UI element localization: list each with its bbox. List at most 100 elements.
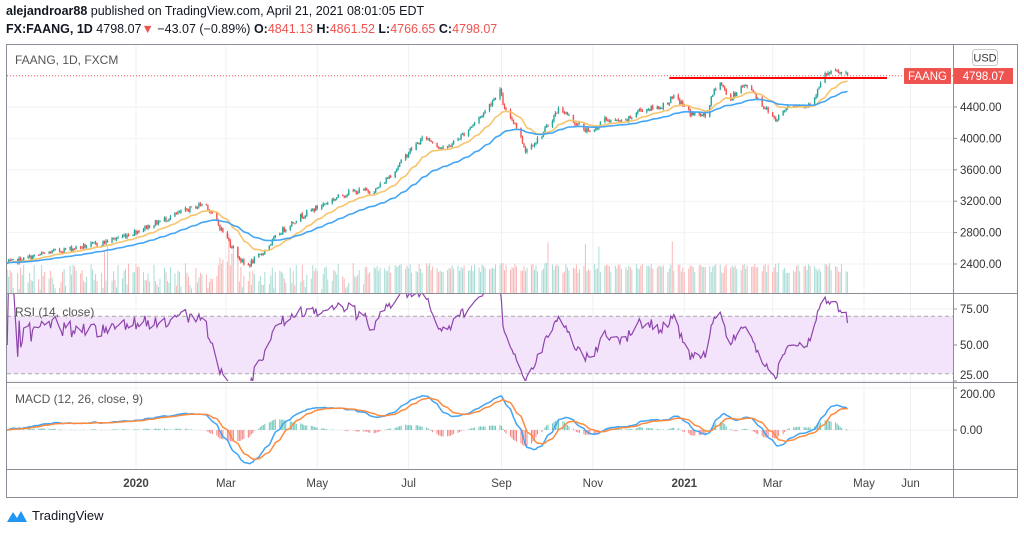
candle-body — [610, 120, 612, 122]
candle-body — [295, 221, 297, 224]
candle-body — [437, 146, 440, 149]
candle-body — [625, 119, 627, 121]
volume-bar — [551, 264, 553, 293]
volume-bar — [808, 264, 810, 293]
candle-body — [94, 242, 97, 244]
candle-body — [264, 249, 266, 254]
macd-legend[interactable]: MACD (12, 26, close, 9) — [15, 392, 143, 406]
volume-bar — [799, 271, 801, 293]
candle-body — [505, 108, 507, 110]
volume-bar — [595, 269, 597, 293]
price-axis[interactable]: 4400.00 4000.00 3600.00 3200.00 2800.00 2400.… — [953, 102, 1002, 437]
volume-bar — [616, 268, 618, 293]
volume-bar — [122, 278, 124, 293]
candle-body — [85, 246, 88, 248]
candle-body — [724, 87, 726, 90]
volume-bar — [262, 285, 264, 293]
candle-body — [649, 109, 651, 111]
price-tick-label: 75.00 — [960, 304, 989, 316]
volume-bar — [530, 264, 532, 293]
volume-bar — [83, 280, 85, 293]
candle-body — [63, 248, 65, 253]
price-tick-label: 200.00 — [960, 389, 995, 401]
candle-body — [81, 247, 83, 249]
candle-body — [502, 94, 504, 105]
volume-bar — [694, 272, 696, 293]
candle-body — [217, 220, 220, 225]
candle-body — [762, 106, 765, 108]
volume-bar — [512, 267, 514, 293]
rsi-legend[interactable]: RSI (14, close) — [15, 305, 94, 319]
time-tick-label: Jun — [901, 478, 920, 490]
candle-body — [333, 199, 335, 201]
candle-body — [482, 113, 485, 117]
candle-body — [18, 257, 20, 264]
volume-bar — [785, 272, 787, 293]
volume-bar — [337, 263, 339, 293]
volume-bar — [8, 276, 10, 293]
volume-bar — [138, 266, 140, 293]
candle-body — [31, 255, 34, 260]
candle-body — [243, 259, 245, 265]
volume-bar — [289, 267, 291, 293]
currency-button[interactable]: USD — [972, 49, 998, 66]
candle-body — [536, 137, 539, 143]
volume-bar — [838, 271, 840, 293]
volume-bar — [201, 274, 203, 293]
candle-body — [37, 254, 40, 256]
candle-body — [377, 187, 380, 189]
volume-bar — [698, 265, 700, 293]
volume-bar — [784, 267, 786, 293]
volume-bar — [400, 264, 402, 293]
time-axis[interactable]: 2020 Mar May Jul Sep Nov 2021 Mar May Jun — [123, 478, 920, 490]
volume-bar — [668, 268, 670, 293]
volume-bar — [796, 265, 798, 293]
candle-body — [373, 192, 375, 194]
candle-body — [148, 225, 151, 229]
volume-bar — [409, 264, 411, 293]
candle-body — [355, 190, 357, 194]
volume-bar — [63, 269, 65, 293]
candle-body — [207, 205, 209, 211]
candle-body — [451, 143, 453, 147]
candle-body — [430, 140, 432, 143]
candle-body — [327, 203, 329, 205]
volume-bar — [315, 268, 317, 293]
candle-body — [577, 123, 579, 126]
volume-bar — [345, 288, 347, 293]
volume-bar — [113, 271, 115, 293]
volume-bar — [334, 271, 336, 293]
down-arrow-icon: ▼ — [141, 22, 154, 36]
volume-bar — [20, 267, 22, 293]
volume-bar — [661, 266, 663, 293]
candle-body — [229, 240, 232, 247]
symbol-tag: FAANG — [908, 71, 947, 83]
volume-bar — [626, 269, 628, 293]
tradingview-logo[interactable]: TradingView — [6, 508, 104, 523]
volume-bar — [483, 265, 485, 293]
volume-bar — [599, 271, 601, 293]
volume-bar — [378, 271, 380, 293]
volume-bar — [29, 272, 31, 293]
candle-body — [667, 102, 669, 105]
candle-body — [374, 188, 377, 193]
volume-bar — [408, 268, 410, 293]
candle-body — [818, 87, 820, 90]
volume-bar — [536, 271, 538, 293]
candle-body — [228, 237, 230, 241]
candle-body — [247, 264, 250, 266]
candle-body — [211, 212, 214, 214]
author-name[interactable]: alejandroar88 — [6, 4, 88, 18]
candle-body — [509, 109, 512, 118]
volume-bar — [803, 266, 805, 293]
price-tick-label: 2400.00 — [960, 259, 1002, 271]
price-legend[interactable]: FAANG, 1D, FXCM — [15, 53, 118, 67]
candle-body — [587, 128, 590, 131]
volume-bar — [17, 272, 19, 293]
candle-body — [436, 142, 438, 147]
volume-bar — [535, 265, 537, 293]
volume-bar — [736, 268, 738, 293]
volume-bar — [51, 277, 53, 293]
candle-body — [154, 220, 157, 226]
